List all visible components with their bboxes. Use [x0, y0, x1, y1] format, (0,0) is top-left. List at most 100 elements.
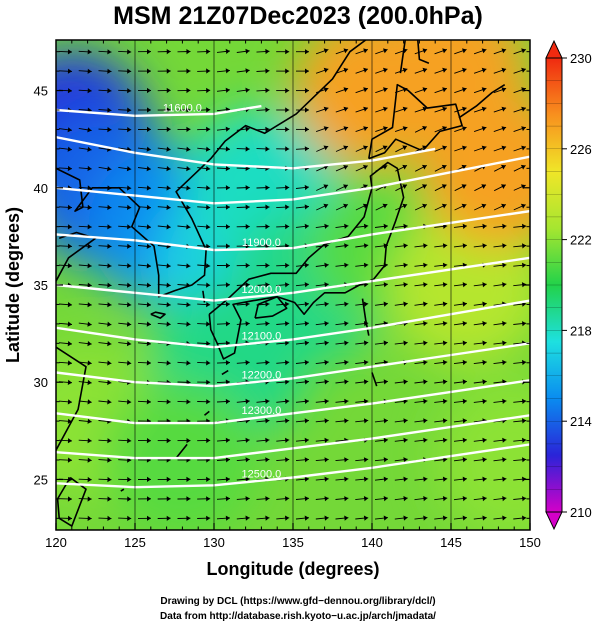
contour-11600.0 — [56, 104, 262, 118]
wind-vector — [98, 515, 112, 521]
wind-vector — [434, 418, 448, 424]
wind-vector — [78, 418, 92, 424]
wind-vector — [335, 87, 349, 94]
wind-vector — [374, 340, 388, 346]
colorbar-tick-label: 214 — [570, 414, 592, 429]
wind-vector — [137, 243, 152, 249]
wind-vector — [177, 126, 191, 132]
wind-vector — [414, 437, 428, 443]
wind-vector — [513, 457, 527, 463]
wind-vector — [474, 203, 487, 211]
wind-vector — [157, 282, 171, 288]
wind-vector — [216, 48, 230, 54]
wind-vector — [315, 262, 329, 268]
wind-vector — [335, 359, 349, 366]
wind-vector — [473, 496, 487, 502]
wind-vector — [473, 340, 487, 346]
wind-vector — [236, 282, 250, 288]
wind-vector — [137, 204, 152, 210]
wind-vector — [98, 438, 112, 444]
wind-vector — [58, 418, 73, 424]
wind-vector — [493, 48, 507, 55]
wind-vector — [295, 204, 309, 210]
wind-vector — [236, 476, 250, 482]
wind-vector — [513, 67, 527, 74]
wind-vector — [395, 203, 408, 211]
wind-vector — [414, 203, 428, 211]
wind-vector — [453, 437, 467, 443]
wind-vector — [137, 360, 152, 366]
wind-vector — [236, 68, 250, 74]
wind-vector — [157, 49, 171, 55]
wind-vector — [137, 126, 152, 132]
wind-vector — [197, 340, 211, 347]
wind-vector — [355, 321, 369, 327]
wind-vector — [295, 476, 310, 482]
wind-vector — [236, 457, 250, 463]
wind-vector — [335, 398, 349, 404]
wind-vector — [453, 476, 467, 482]
wind-vector — [78, 399, 92, 405]
wind-vector — [315, 418, 329, 424]
wind-vector — [256, 398, 270, 404]
wind-vector — [394, 262, 408, 268]
wind-vector — [315, 340, 329, 346]
wind-vector — [315, 67, 329, 74]
wind-vector — [98, 321, 112, 327]
wind-vector — [177, 224, 191, 230]
wind-vector — [493, 496, 507, 502]
wind-vector — [236, 204, 250, 210]
wind-vector — [493, 359, 507, 366]
wind-vector — [78, 341, 92, 347]
plot-area: 11600.0 11900.0 12000.0 12100.0 12200.0 12300… — [34, 39, 541, 550]
wind-vector — [335, 340, 349, 346]
wind-vector — [98, 399, 112, 405]
wind-vector — [315, 379, 329, 385]
wind-vector — [236, 515, 250, 521]
coastline — [361, 298, 370, 336]
wind-vector — [473, 476, 487, 482]
y-tick-label: 40 — [34, 181, 48, 196]
wind-vector — [58, 457, 73, 463]
wind-vector — [216, 398, 231, 405]
wind-vector — [177, 185, 191, 191]
wind-vector — [236, 437, 250, 443]
wind-vector — [335, 496, 349, 502]
wind-vector — [58, 146, 72, 152]
x-tick-label: 120 — [45, 535, 67, 550]
wind-vector — [414, 164, 428, 172]
wind-vector — [394, 340, 408, 346]
wind-vector — [78, 68, 92, 74]
coastline — [221, 369, 229, 376]
wind-vector — [236, 360, 250, 366]
wind-vector — [137, 341, 152, 347]
y-tick-label: 30 — [34, 375, 48, 390]
wind-vector — [295, 496, 310, 502]
wind-vector — [295, 340, 309, 346]
wind-vector — [98, 341, 112, 347]
wind-vector — [374, 496, 388, 502]
wind-vector — [355, 243, 369, 249]
wind-vector — [394, 67, 408, 74]
wind-vector — [276, 88, 290, 94]
wind-vector — [256, 48, 270, 55]
wind-vector — [394, 126, 408, 133]
wind-vector — [434, 515, 448, 521]
wind-vector — [157, 263, 171, 269]
wind-vector — [78, 88, 92, 94]
colorbar: 210 214 218 222 226 230 — [545, 39, 592, 531]
contour-label: 12000.0 — [242, 284, 282, 296]
wind-vector — [157, 224, 171, 230]
wind-vector — [98, 204, 112, 210]
wind-vector — [473, 321, 487, 327]
wind-vector — [58, 496, 73, 502]
wind-vector — [256, 282, 270, 288]
wind-vector — [197, 243, 211, 249]
wind-vector — [295, 282, 309, 288]
credit-line-1: Drawing by DCL (https://www.gfd−dennou.o… — [160, 596, 435, 607]
wind-vector — [295, 262, 309, 268]
contour-label: 12100.0 — [242, 331, 282, 343]
wind-vector — [118, 438, 132, 444]
wind-vector — [295, 146, 310, 152]
wind-vector — [138, 107, 151, 113]
